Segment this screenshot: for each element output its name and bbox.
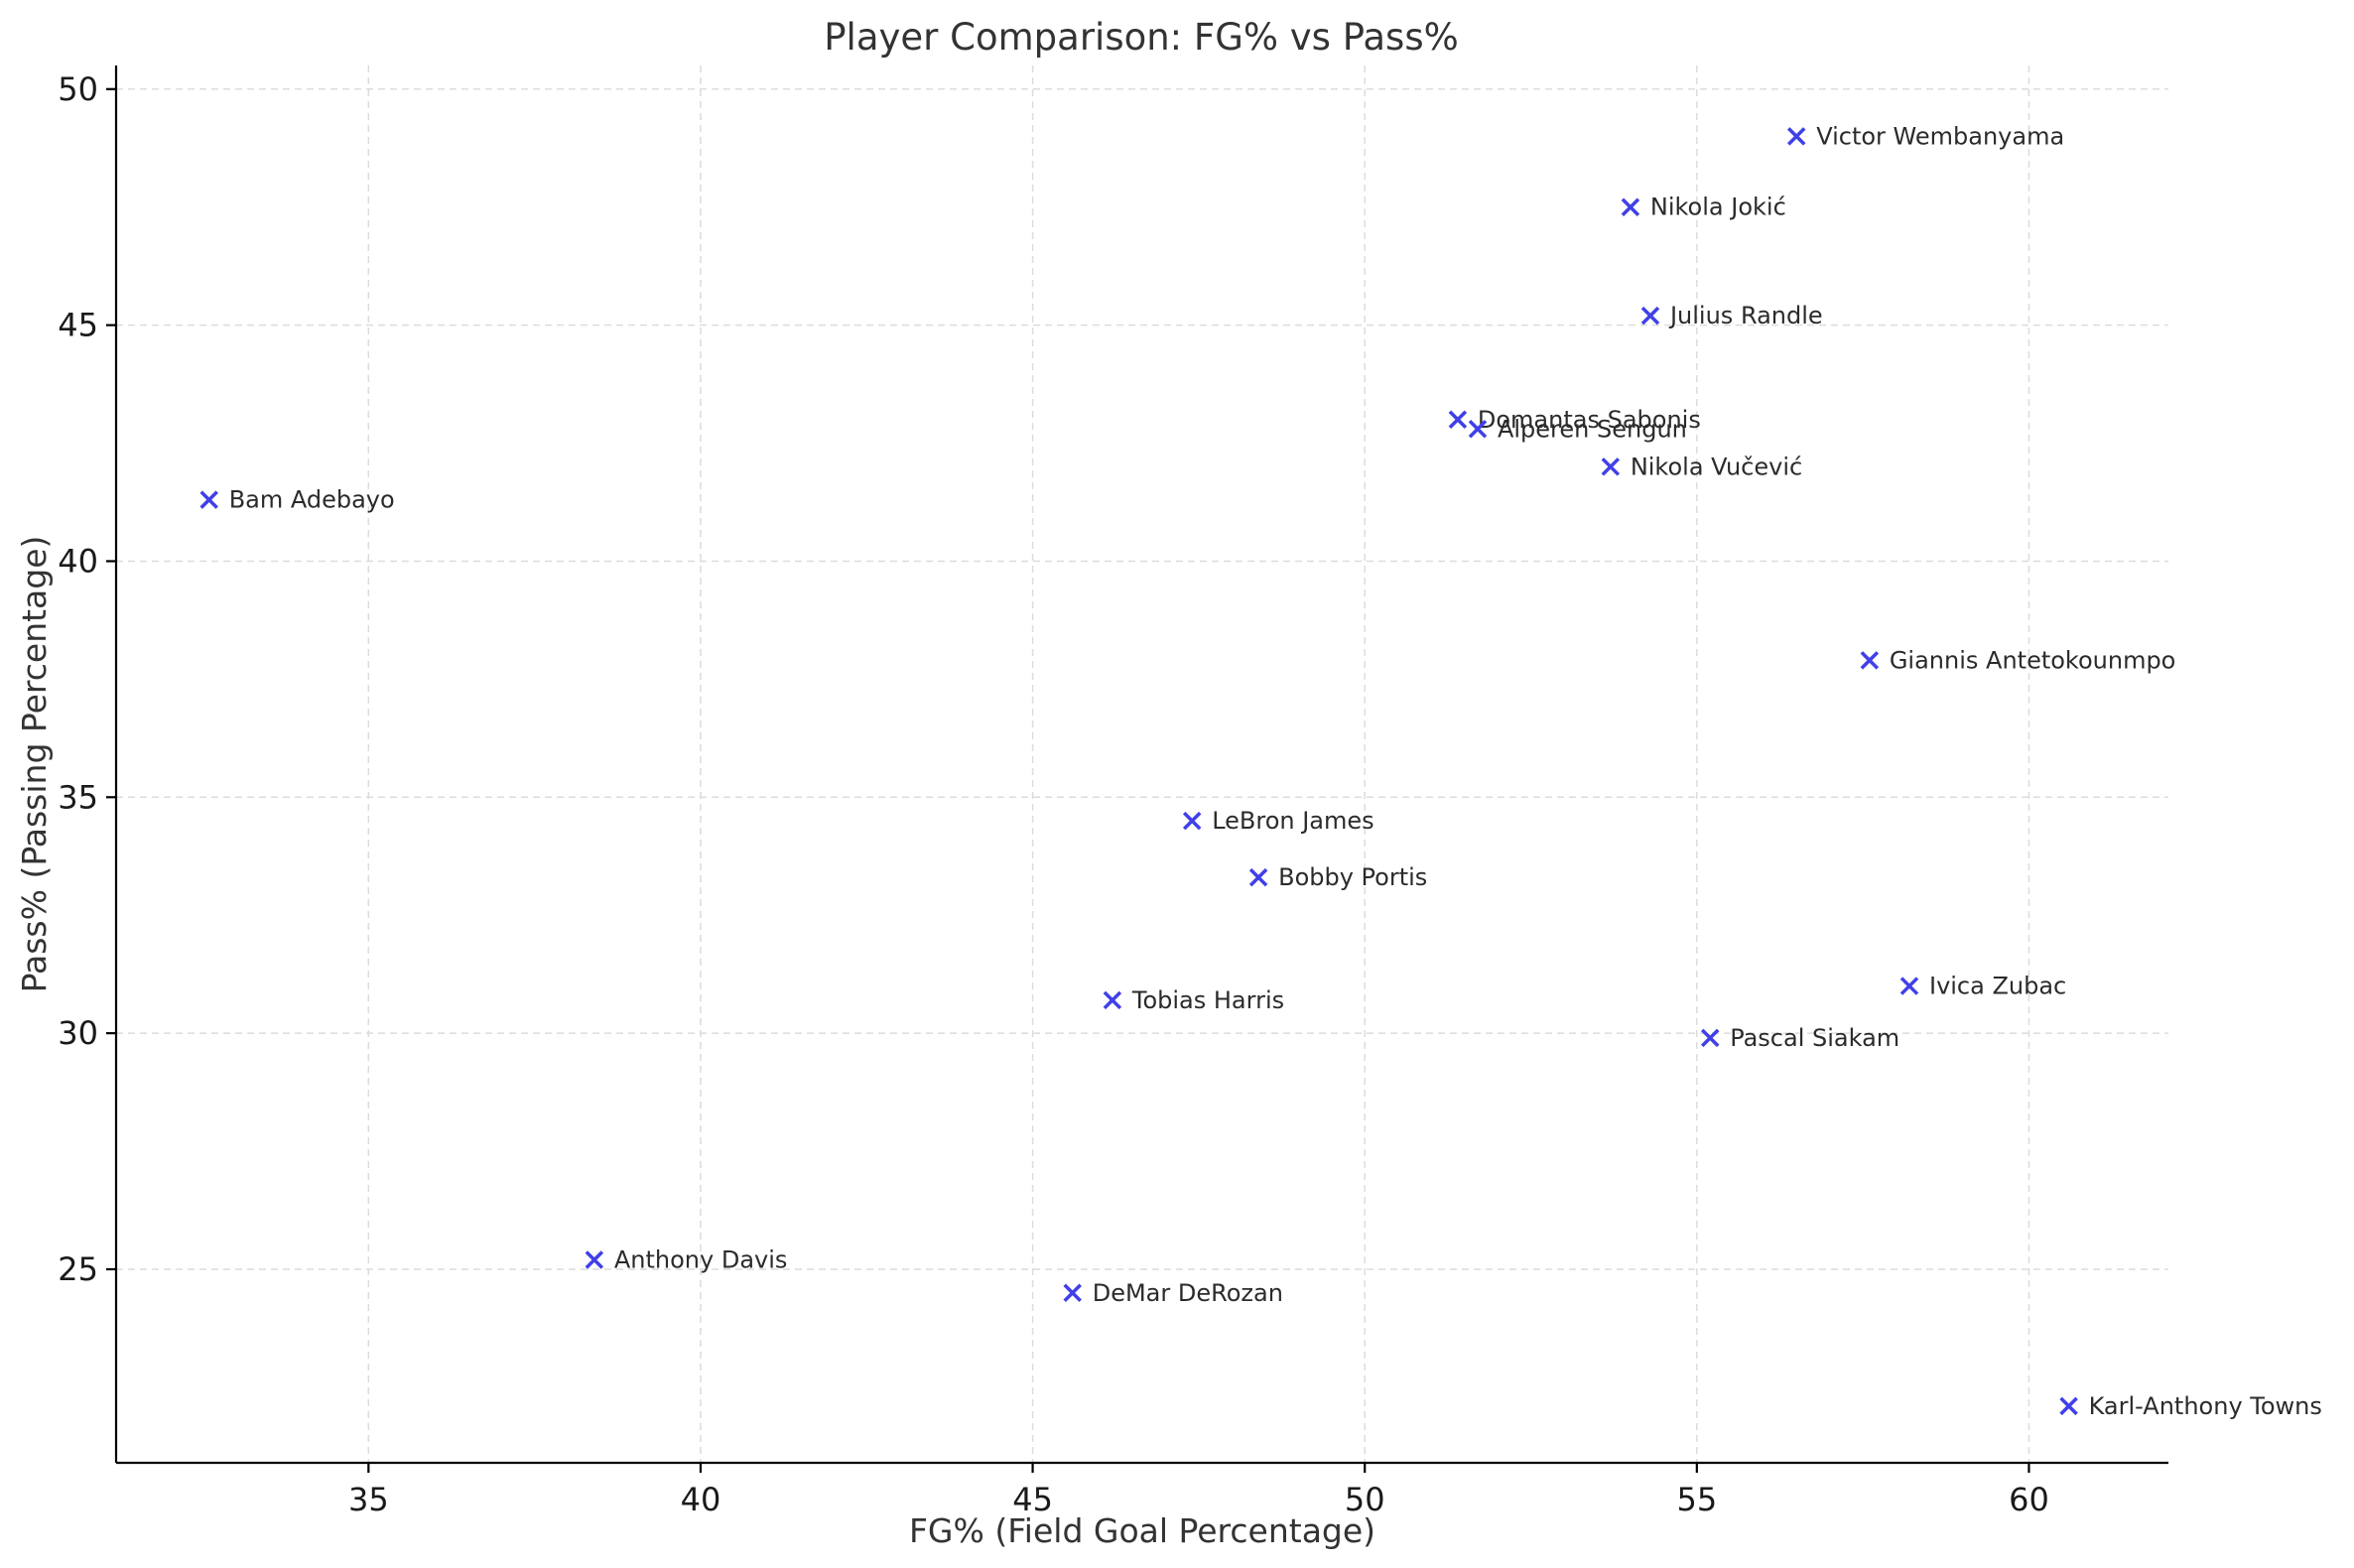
x-marker bbox=[1700, 1028, 1720, 1048]
point-label: DeMar DeRozan bbox=[1093, 1279, 1283, 1307]
x-marker bbox=[2059, 1396, 2078, 1416]
y-tick-label: 35 bbox=[58, 778, 98, 816]
x-marker bbox=[1182, 811, 1202, 831]
point-label: Victor Wembanyama bbox=[1816, 122, 2064, 150]
point-label: Nikola Vučević bbox=[1631, 453, 1802, 480]
x-marker bbox=[1103, 990, 1122, 1010]
x-tick-label: 60 bbox=[2009, 1481, 2049, 1518]
data-point: Victor Wembanyama bbox=[1786, 122, 2064, 150]
x-axis-label: FG% (Field Goal Percentage) bbox=[909, 1511, 1375, 1550]
grid-lines bbox=[116, 65, 2168, 1463]
y-tick-label: 40 bbox=[58, 542, 98, 580]
data-point: Alperen Sengun bbox=[1468, 415, 1687, 443]
y-tick-label: 50 bbox=[58, 70, 98, 108]
point-label: Karl-Anthony Towns bbox=[2089, 1392, 2322, 1420]
point-label: Anthony Davis bbox=[614, 1245, 788, 1273]
x-marker bbox=[1248, 867, 1268, 887]
x-marker bbox=[1448, 410, 1468, 429]
data-point: Ivica Zubac bbox=[1899, 973, 2066, 1000]
data-point: Bobby Portis bbox=[1248, 863, 1427, 891]
data-point: Julius Randle bbox=[1640, 302, 1823, 329]
data-point: Domantas Sabonis bbox=[1448, 406, 1701, 434]
data-point: LeBron James bbox=[1182, 807, 1374, 835]
data-point: Nikola Vučević bbox=[1601, 453, 1802, 480]
x-tick-label: 40 bbox=[681, 1481, 721, 1518]
x-marker bbox=[1899, 977, 1919, 995]
point-label: Bam Adebayo bbox=[229, 486, 395, 514]
data-point: Giannis Antetokounmpo bbox=[1860, 646, 2176, 674]
y-tick-label: 45 bbox=[58, 307, 98, 344]
x-tick-label: 55 bbox=[1676, 1481, 1717, 1518]
y-axis-label: Pass% (Passing Percentage) bbox=[15, 536, 54, 993]
x-tick-label: 45 bbox=[1012, 1481, 1053, 1518]
x-marker bbox=[1786, 127, 1806, 146]
x-marker bbox=[199, 490, 218, 509]
x-marker bbox=[1601, 457, 1621, 476]
data-points: Victor Wembanyama Nikola Jokić Julius Rand… bbox=[199, 122, 2322, 1420]
point-label: Nikola Jokić bbox=[1650, 194, 1786, 221]
data-point: Bam Adebayo bbox=[199, 486, 395, 514]
axis-ticks: 35 40 45 50 55 60 25 30 35 40 45 50 bbox=[58, 70, 2049, 1518]
x-marker bbox=[1621, 197, 1640, 216]
data-point: Pascal Siakam bbox=[1700, 1024, 1899, 1052]
x-tick-label: 35 bbox=[348, 1481, 389, 1518]
data-point: Karl-Anthony Towns bbox=[2059, 1392, 2322, 1420]
point-label: Giannis Antetokounmpo bbox=[1890, 646, 2176, 674]
y-tick-label: 25 bbox=[58, 1250, 98, 1288]
x-marker bbox=[1640, 306, 1660, 326]
x-tick-label: 50 bbox=[1345, 1481, 1385, 1518]
x-marker bbox=[585, 1250, 604, 1269]
x-marker bbox=[1860, 651, 1880, 670]
data-point: DeMar DeRozan bbox=[1063, 1279, 1283, 1307]
point-label: Tobias Harris bbox=[1131, 986, 1284, 1014]
point-label: Pascal Siakam bbox=[1730, 1024, 1899, 1052]
axes bbox=[114, 65, 2168, 1465]
x-marker bbox=[1063, 1283, 1082, 1302]
point-label: Julius Randle bbox=[1668, 302, 1823, 329]
y-tick-label: 30 bbox=[58, 1014, 98, 1052]
data-point: Tobias Harris bbox=[1103, 986, 1284, 1014]
point-label: Ivica Zubac bbox=[1929, 973, 2066, 1000]
x-marker bbox=[1468, 420, 1488, 439]
chart-title: Player Comparison: FG% vs Pass% bbox=[824, 16, 1459, 59]
data-point: Nikola Jokić bbox=[1621, 194, 1786, 221]
data-point: Anthony Davis bbox=[585, 1245, 788, 1273]
point-label: LeBron James bbox=[1212, 807, 1373, 835]
point-label: Domantas Sabonis bbox=[1478, 406, 1701, 434]
point-label: Alperen Sengun bbox=[1498, 415, 1687, 443]
point-label: Bobby Portis bbox=[1278, 863, 1427, 891]
